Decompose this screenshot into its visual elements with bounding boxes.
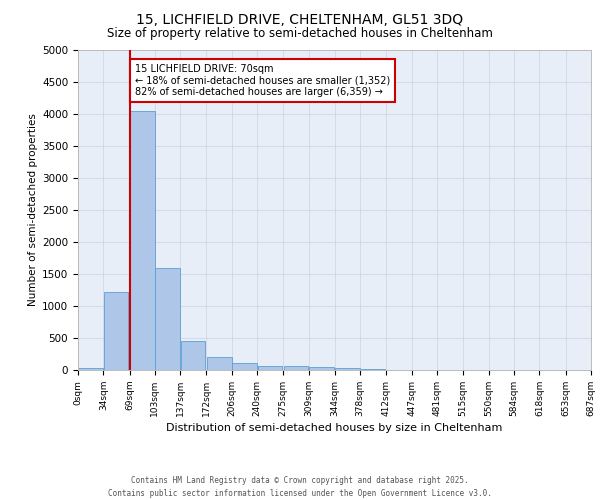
- Text: 15 LICHFIELD DRIVE: 70sqm
← 18% of semi-detached houses are smaller (1,352)
82% : 15 LICHFIELD DRIVE: 70sqm ← 18% of semi-…: [135, 64, 390, 98]
- Bar: [257, 366, 283, 370]
- Bar: [232, 362, 257, 370]
- Bar: [309, 367, 334, 370]
- Text: Contains HM Land Registry data © Crown copyright and database right 2025.
Contai: Contains HM Land Registry data © Crown c…: [108, 476, 492, 498]
- Y-axis label: Number of semi-detached properties: Number of semi-detached properties: [28, 114, 38, 306]
- X-axis label: Distribution of semi-detached houses by size in Cheltenham: Distribution of semi-detached houses by …: [166, 423, 503, 433]
- Text: 15, LICHFIELD DRIVE, CHELTENHAM, GL51 3DQ: 15, LICHFIELD DRIVE, CHELTENHAM, GL51 3D…: [136, 12, 464, 26]
- Bar: [155, 268, 180, 370]
- Bar: [130, 111, 155, 370]
- Bar: [284, 366, 308, 370]
- Bar: [78, 368, 103, 370]
- Text: Size of property relative to semi-detached houses in Cheltenham: Size of property relative to semi-detach…: [107, 28, 493, 40]
- Bar: [207, 357, 232, 370]
- Bar: [104, 292, 128, 370]
- Bar: [181, 341, 205, 370]
- Bar: [335, 368, 360, 370]
